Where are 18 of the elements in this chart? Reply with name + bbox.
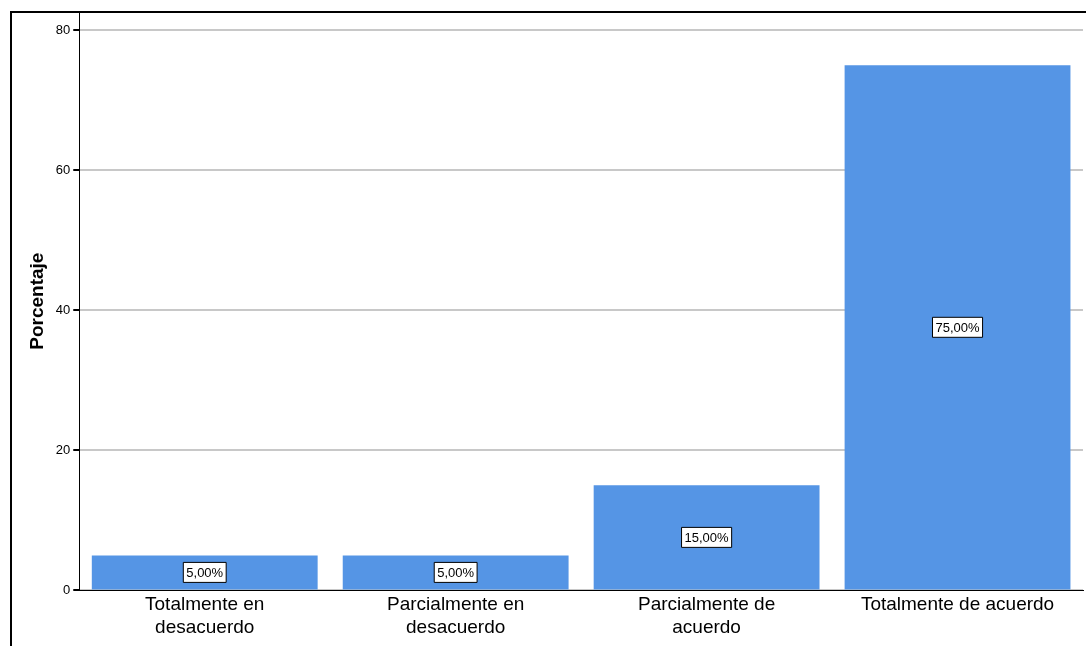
y-tick-label: 20	[55, 441, 71, 457]
y-tick-label: 40	[55, 301, 71, 317]
data-label: 15,00%	[684, 529, 730, 545]
y-axis-title: Porcentaje	[25, 252, 47, 350]
bar	[844, 65, 1071, 590]
bar	[91, 555, 318, 590]
y-tick-label: 60	[55, 161, 71, 177]
x-tick-label: Parcialmente de acuerdo	[637, 593, 776, 637]
data-label: 75,00%	[935, 319, 981, 335]
x-tick-label: Totalmente de acuerdo	[860, 593, 1055, 615]
data-label: 5,00%	[437, 564, 475, 580]
y-tick-label: 80	[55, 21, 71, 37]
x-tick-label: Totalmente en desacuerdo	[145, 593, 265, 637]
y-tick-label: 0	[63, 581, 71, 597]
x-tick-label: Parcialmente en desacuerdo	[387, 593, 525, 637]
data-label: 5,00%	[186, 564, 224, 580]
bar	[342, 555, 569, 590]
bar	[593, 485, 820, 590]
